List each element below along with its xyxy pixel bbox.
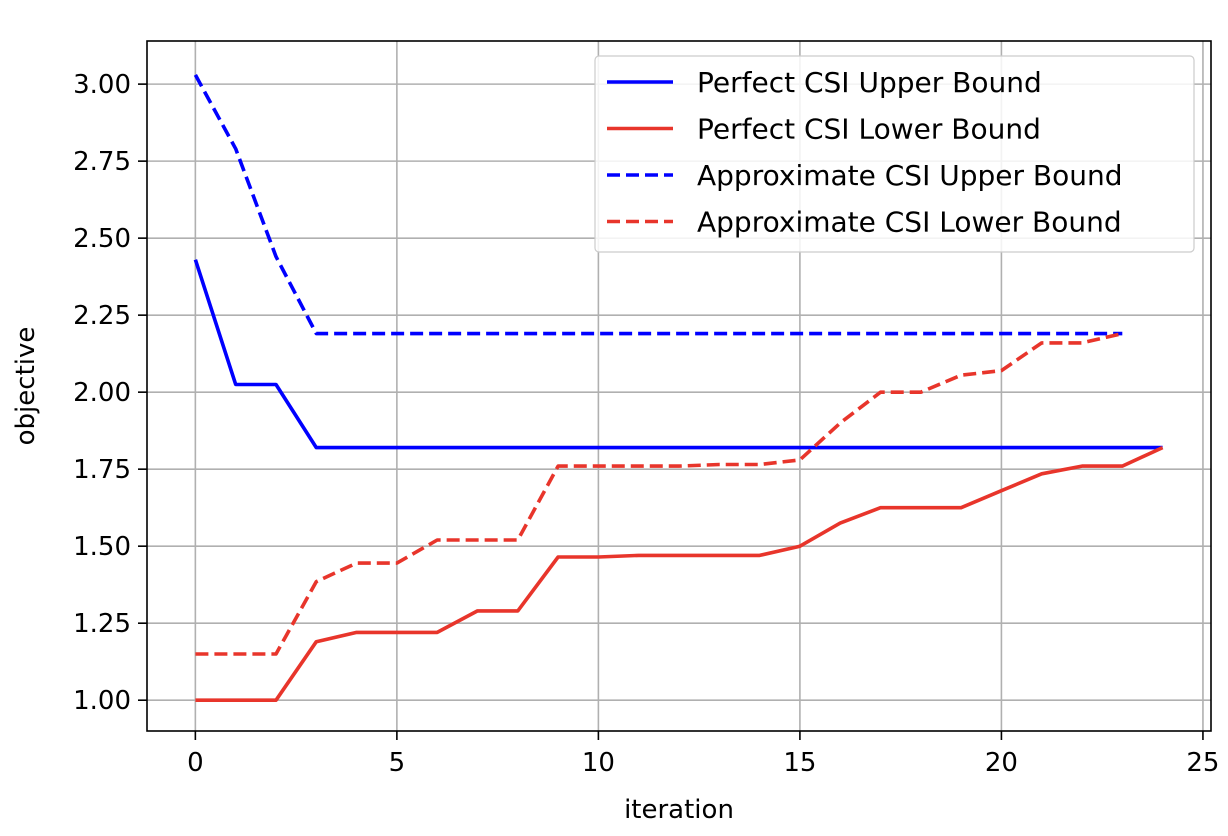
x-tick-label: 5 bbox=[389, 748, 406, 778]
series-line-perfect-csi-upper-bound bbox=[193, 259, 1163, 450]
y-tick-label: 3.00 bbox=[73, 70, 131, 100]
y-tick-label: 2.50 bbox=[73, 224, 131, 254]
series-line-approximate-csi-upper-bound bbox=[193, 74, 1123, 336]
x-tick-label: 20 bbox=[985, 748, 1018, 778]
x-tick-label: 15 bbox=[783, 748, 816, 778]
series-lines bbox=[193, 74, 1164, 703]
legend: Perfect CSI Upper Bound Perfect CSI Lower… bbox=[594, 55, 1195, 253]
legend-label: Perfect CSI Lower Bound bbox=[697, 113, 1041, 146]
series-line-perfect-csi-lower-bound bbox=[195, 445, 1164, 703]
x-tick-label: 25 bbox=[1186, 748, 1219, 778]
x-axis-label: iteration bbox=[624, 795, 734, 825]
legend-label: Approximate CSI Upper Bound bbox=[697, 159, 1123, 192]
legend-entry: Perfect CSI Lower Bound bbox=[607, 113, 1041, 146]
x-tick-label: 0 bbox=[187, 748, 204, 778]
plot-frame bbox=[146, 40, 1212, 732]
y-tick-label: 2.75 bbox=[73, 147, 131, 177]
legend-entry: Approximate CSI Upper Bound bbox=[607, 159, 1123, 192]
legend-entry: Approximate CSI Lower Bound bbox=[607, 206, 1122, 239]
legend-label: Perfect CSI Upper Bound bbox=[697, 66, 1042, 99]
y-tick-label: 2.00 bbox=[73, 378, 131, 408]
y-axis-label: objective bbox=[11, 327, 41, 446]
x-tick-label: 10 bbox=[582, 748, 615, 778]
axis-ticks: 0 5 10 15 20 25 1.00 1.25 1.50 1.75 2.00 2.25 2.50 2.… bbox=[73, 70, 1219, 778]
legend-box bbox=[594, 55, 1195, 253]
y-tick-label: 2.25 bbox=[73, 301, 131, 331]
y-tick-label: 1.00 bbox=[73, 686, 131, 716]
legend-entry: Perfect CSI Upper Bound bbox=[607, 66, 1042, 99]
y-tick-label: 1.75 bbox=[73, 455, 131, 485]
series-line-approximate-csi-lower-bound bbox=[195, 331, 1123, 656]
y-tick-label: 1.50 bbox=[73, 532, 131, 562]
legend-label: Approximate CSI Lower Bound bbox=[697, 206, 1122, 239]
y-tick-label: 1.25 bbox=[73, 609, 131, 639]
